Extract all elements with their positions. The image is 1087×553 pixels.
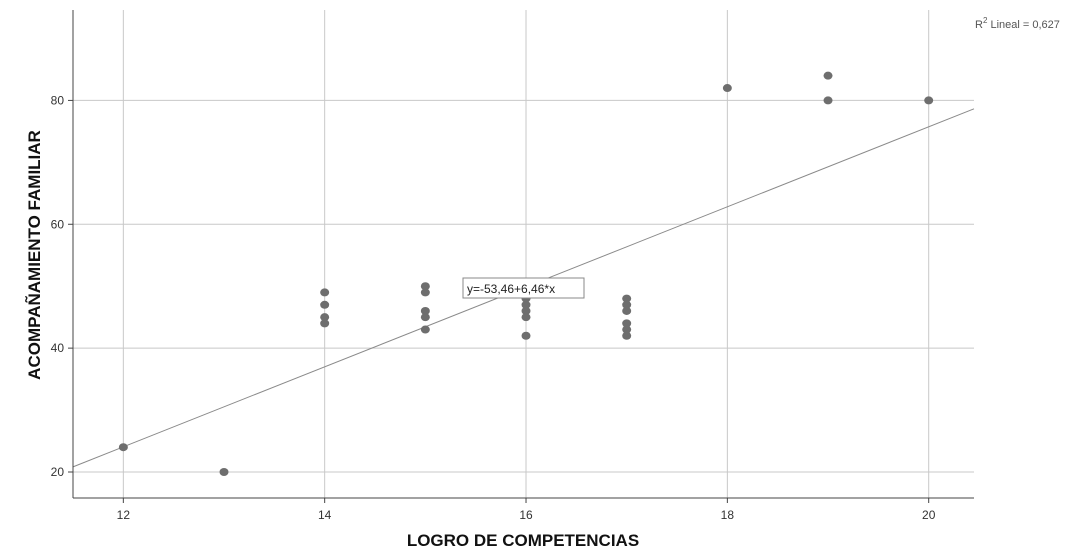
axes [68, 10, 974, 503]
r-squared-label: R2 Lineal = 0,627 [975, 16, 1060, 31]
data-point [320, 313, 330, 322]
x-tick-label: 14 [318, 508, 332, 522]
data-point [521, 331, 531, 340]
x-axis-title: LOGRO DE COMPETENCIAS [407, 531, 639, 550]
data-point [622, 319, 632, 328]
x-tick-label: 18 [721, 508, 735, 522]
data-point [924, 96, 934, 105]
data-point [320, 319, 330, 328]
data-point [622, 306, 632, 315]
data-point [823, 96, 833, 105]
data-point [823, 71, 833, 80]
data-point [219, 467, 229, 476]
data-point [521, 313, 531, 322]
y-tick-label: 80 [51, 93, 65, 107]
data-point [420, 282, 430, 291]
data-point [420, 313, 430, 322]
x-tick-label: 16 [519, 508, 533, 522]
tick-labels: 12 14 16 18 20 20 40 60 80 [51, 93, 936, 522]
r-squared-symbol: R [975, 19, 983, 31]
grid-lines [73, 10, 974, 498]
y-axis-title: ACOMPAÑAMIENTO FAMILIAR [24, 130, 44, 380]
equation-label: y=-53,46+6,46*x [467, 282, 555, 296]
equation-label-box: y=-53,46+6,46*x [462, 277, 585, 299]
data-points [118, 71, 934, 476]
y-tick-label: 40 [51, 341, 65, 355]
data-point [622, 300, 632, 309]
data-point [722, 84, 732, 93]
x-tick-label: 20 [922, 508, 936, 522]
data-point [420, 288, 430, 297]
data-point [320, 288, 330, 297]
data-point [521, 306, 531, 315]
data-point [622, 331, 632, 340]
data-point [622, 325, 632, 334]
r-squared-superscript: 2 [983, 16, 988, 25]
data-point [320, 300, 330, 309]
x-tick-label: 12 [117, 508, 131, 522]
data-point [420, 325, 430, 334]
data-point [420, 306, 430, 315]
data-point [521, 300, 531, 309]
y-tick-label: 20 [51, 465, 65, 479]
y-tick-label: 60 [51, 217, 65, 231]
r-squared-value: Lineal = 0,627 [987, 19, 1059, 31]
data-point [622, 294, 632, 303]
data-point [118, 443, 128, 452]
